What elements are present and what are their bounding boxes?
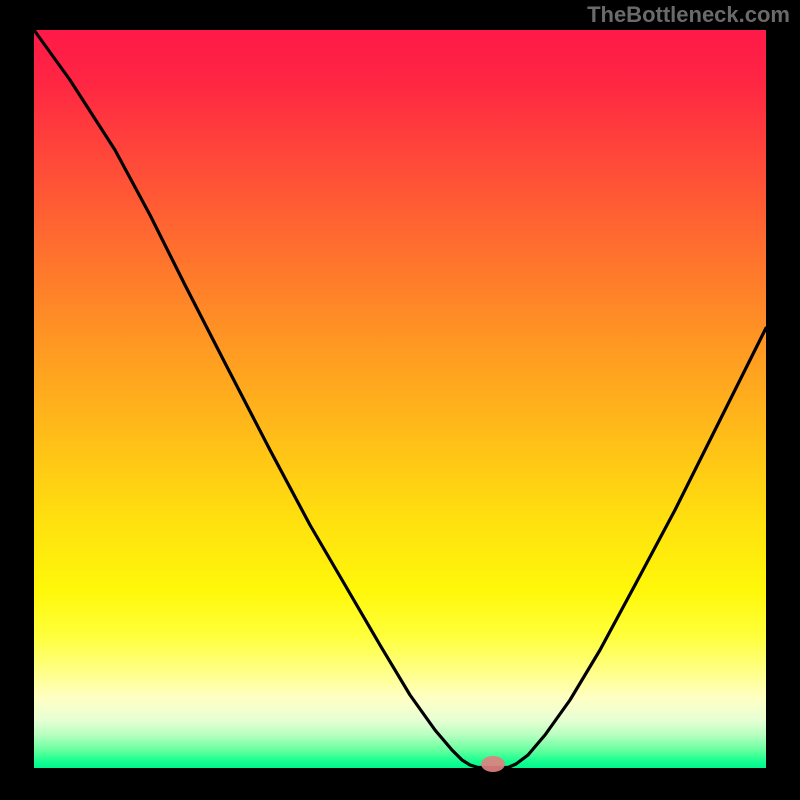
- optimal-point-marker: [481, 756, 505, 772]
- plot-background-gradient: [34, 30, 766, 768]
- chart-frame: TheBottleneck.com: [0, 0, 800, 800]
- bottleneck-chart: [0, 0, 800, 800]
